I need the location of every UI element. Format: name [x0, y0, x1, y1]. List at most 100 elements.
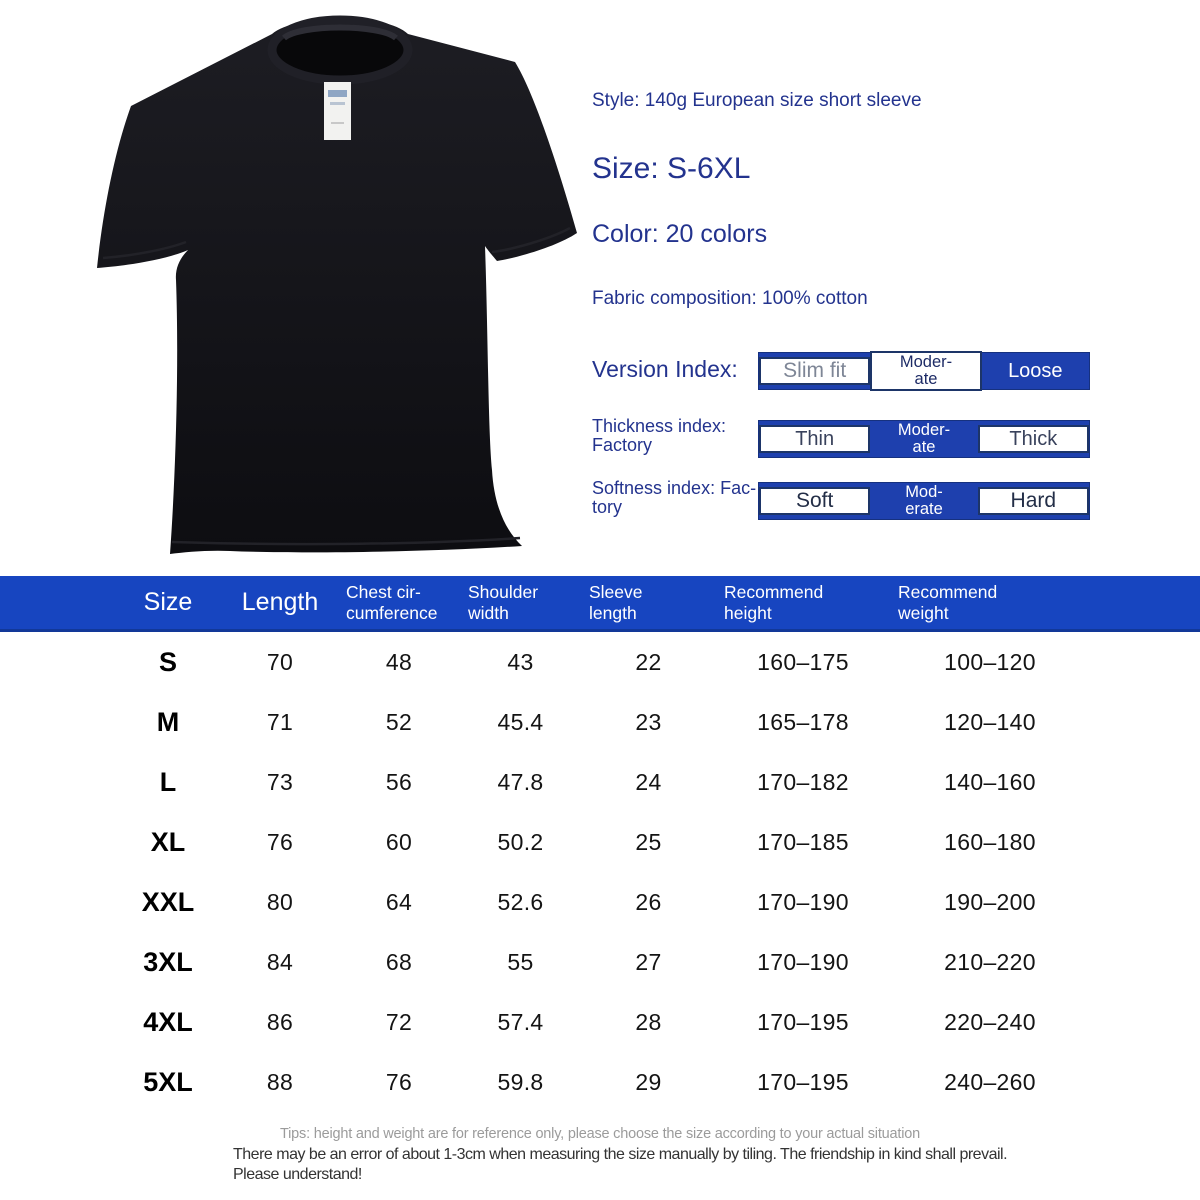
table-cell: 24: [635, 768, 662, 795]
softness-index-toggle: Soft Mod- erate Hard: [758, 482, 1090, 520]
table-row-5xl: 5XL 88 76 59.8 29 170–195 240–260: [0, 1052, 1200, 1112]
size-chart-body: S 70 48 43 22 160–175 100–120 M 71 52 45…: [0, 632, 1200, 1112]
table-cell: 3XL: [143, 946, 193, 977]
table-cell: 86: [266, 1008, 294, 1035]
table-cell: 45.4: [497, 708, 544, 735]
table-cell: S: [158, 646, 177, 677]
thickness-option-moderate[interactable]: Moder- ate: [897, 421, 951, 456]
col-header-length: Length: [241, 588, 319, 617]
thickness-index-toggle: Thin Moder- ate Thick: [758, 420, 1090, 458]
table-cell: 160–180: [944, 828, 1036, 855]
table-cell: 64: [385, 888, 413, 915]
table-cell: 160–175: [757, 648, 849, 675]
col-header-sleeve-length: Sleeve length: [589, 582, 643, 623]
size-line: Size: S-6XL: [592, 152, 751, 185]
col-header-recommend-height: Recommend height: [724, 582, 824, 623]
softness-option-soft[interactable]: Soft: [759, 487, 871, 515]
table-cell: 55: [507, 948, 534, 975]
version-index-toggle: Slim fit Moder- ate Loose: [758, 351, 1090, 391]
col-header-size: Size: [143, 588, 193, 617]
table-cell: 70: [266, 648, 294, 675]
table-cell: 4XL: [143, 1006, 193, 1037]
softness-option-moderate[interactable]: Mod- erate: [905, 483, 943, 518]
col-header-shoulder-width: Shoulder width: [468, 582, 539, 623]
thickness-index-label: Thickness index: Factory: [592, 416, 727, 456]
table-row-s: S 70 48 43 22 160–175 100–120: [0, 632, 1200, 692]
table-cell: 240–260: [944, 1068, 1036, 1095]
table-cell: XXL: [141, 886, 195, 917]
table-cell: 71: [266, 708, 294, 735]
version-index-label: Version Index:: [592, 356, 738, 382]
table-cell: 52: [385, 708, 413, 735]
table-cell: 48: [385, 648, 413, 675]
version-option-moderate[interactable]: Moder- ate: [870, 351, 982, 391]
table-cell: 76: [266, 828, 294, 855]
table-cell: 25: [635, 828, 662, 855]
table-cell: 220–240: [944, 1008, 1036, 1035]
collar-inner-highlight: [282, 24, 398, 41]
table-cell: 170–195: [757, 1008, 849, 1035]
table-cell: 22: [635, 648, 662, 675]
softness-option-hard[interactable]: Hard: [977, 487, 1089, 515]
table-row-xxl: XXL 80 64 52.6 26 170–190 190–200: [0, 872, 1200, 932]
table-cell: 76: [385, 1068, 413, 1095]
table-cell: 170–195: [757, 1068, 849, 1095]
col-header-recommend-weight: Recommend weight: [898, 582, 998, 623]
thickness-option-thin[interactable]: Thin: [759, 425, 871, 453]
table-cell: 60: [385, 828, 413, 855]
table-cell: 29: [635, 1068, 662, 1095]
table-cell: 68: [385, 948, 413, 975]
table-cell: 27: [635, 948, 662, 975]
table-row-3xl: 3XL 84 68 55 27 170–190 210–220: [0, 932, 1200, 992]
table-cell: 170–190: [757, 888, 849, 915]
table-cell: 72: [385, 1008, 413, 1035]
table-cell: 43: [507, 648, 534, 675]
table-cell: XL: [150, 826, 186, 857]
table-cell: 190–200: [944, 888, 1036, 915]
table-cell: 170–190: [757, 948, 849, 975]
size-chart-header: Size Length Chest cir- cumference Should…: [0, 576, 1200, 632]
table-cell: 84: [266, 948, 294, 975]
tshirt-photo: [97, 15, 577, 554]
table-cell: 57.4: [497, 1008, 544, 1035]
tshirt-body: [97, 18, 577, 554]
table-cell: 165–178: [757, 708, 849, 735]
collar-opening: [272, 20, 408, 80]
table-cell: 170–182: [757, 768, 849, 795]
table-cell: 210–220: [944, 948, 1036, 975]
table-cell: 120–140: [944, 708, 1036, 735]
table-cell: 100–120: [944, 648, 1036, 675]
left-sleeve-hem: [102, 240, 187, 260]
table-cell: 140–160: [944, 768, 1036, 795]
table-cell: 5XL: [143, 1066, 193, 1097]
style-line: Style: 140g European size short sleeve: [592, 90, 922, 111]
table-cell: M: [156, 706, 180, 737]
tips-note: Tips: height and weight are for referenc…: [280, 1126, 920, 1142]
table-row-4xl: 4XL 86 72 57.4 28 170–195 220–240: [0, 992, 1200, 1052]
collar-rib: [267, 15, 413, 85]
table-cell: 52.6: [497, 888, 544, 915]
table-cell: 170–185: [757, 828, 849, 855]
table-cell: 56: [385, 768, 413, 795]
version-option-slim-fit[interactable]: Slim fit: [759, 357, 871, 385]
version-option-loose[interactable]: Loose: [1008, 359, 1063, 382]
table-cell: 59.8: [497, 1068, 544, 1095]
right-sleeve-hem: [491, 226, 571, 254]
table-cell: 73: [266, 768, 294, 795]
fabric-line: Fabric composition: 100% cotton: [592, 288, 868, 309]
col-header-chest-circumference: Chest cir- cumference: [346, 582, 438, 623]
neck-label: [324, 82, 351, 140]
measurement-disclaimer: There may be an error of about 1-3cm whe…: [233, 1146, 1008, 1183]
table-cell: 47.8: [497, 768, 544, 795]
table-cell: 88: [266, 1068, 294, 1095]
table-cell: 28: [635, 1008, 662, 1035]
bottom-hem: [171, 536, 521, 546]
color-line: Color: 20 colors: [592, 220, 768, 248]
table-row-xl: XL 76 60 50.2 25 170–185 160–180: [0, 812, 1200, 872]
table-cell: 23: [635, 708, 662, 735]
thickness-option-thick[interactable]: Thick: [977, 425, 1089, 453]
table-cell: 26: [635, 888, 662, 915]
table-row-m: M 71 52 45.4 23 165–178 120–140: [0, 692, 1200, 752]
table-cell: 50.2: [497, 828, 544, 855]
